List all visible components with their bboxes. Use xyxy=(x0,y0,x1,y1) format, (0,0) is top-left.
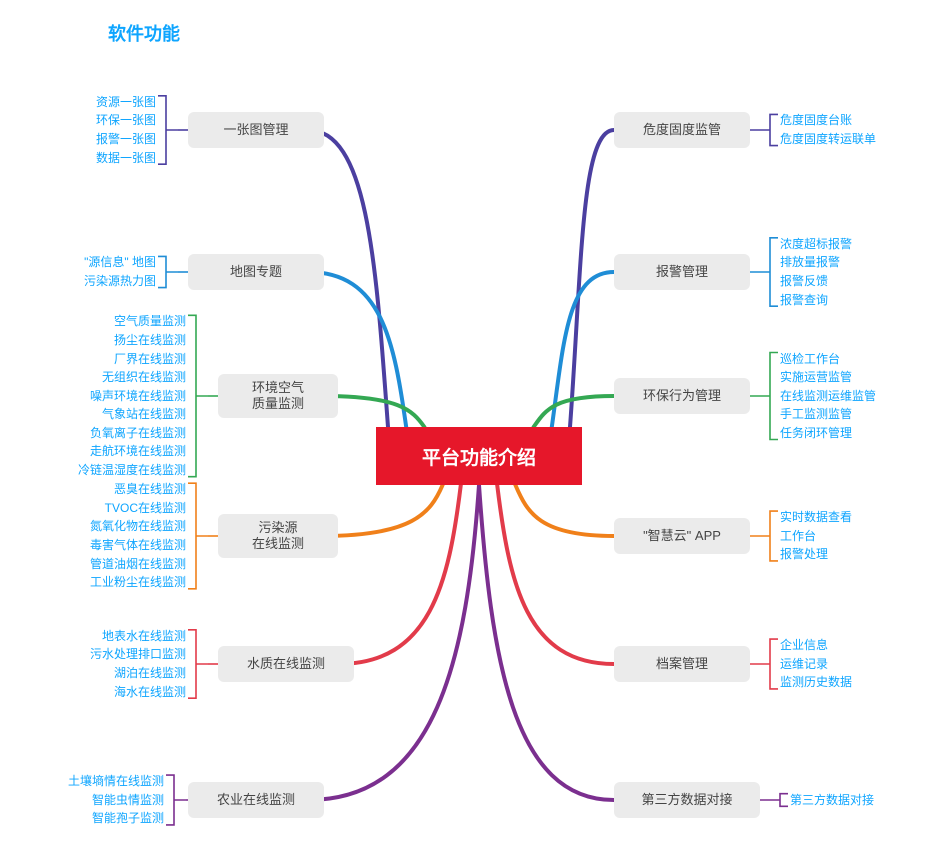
leaf-L6-1: 智能虫情监测 xyxy=(92,791,164,810)
leaf-R4-1: 工作台 xyxy=(780,527,816,546)
leaf-L4-1: TVOC在线监测 xyxy=(105,499,186,518)
leaves-L5: 地表水在线监测污水处理排口监测湖泊在线监测海水在线监测 xyxy=(36,627,186,701)
node-R6: 第三方数据对接 xyxy=(614,782,760,818)
leaf-R5-0: 企业信息 xyxy=(780,636,828,655)
node-R2: 报警管理 xyxy=(614,254,750,290)
leaves-R5: 企业信息运维记录监测历史数据 xyxy=(780,636,930,692)
leaves-L3: 空气质量监测扬尘在线监测厂界在线监测无组织在线监测噪声环境在线监测气象站在线监测… xyxy=(36,312,186,479)
leaves-R6: 第三方数据对接 xyxy=(790,791,940,810)
leaves-R1: 危度固度台账危度固度转运联单 xyxy=(780,111,930,148)
leaf-R3-0: 巡检工作台 xyxy=(780,350,840,369)
leaf-R6-0: 第三方数据对接 xyxy=(790,791,874,810)
node-R3: 环保行为管理 xyxy=(614,378,750,414)
diagram-stage: 软件功能 平台功能介绍 一张图管理资源一张图环保一张图报警一张图数据一张图地图专… xyxy=(0,0,945,860)
leaf-L1-3: 数据一张图 xyxy=(96,149,156,168)
leaf-L3-8: 冷链温湿度在线监测 xyxy=(78,461,186,480)
leaf-L1-2: 报警一张图 xyxy=(96,130,156,149)
leaf-R1-1: 危度固度转运联单 xyxy=(780,130,876,149)
leaves-R2: 浓度超标报警排放量报警报警反馈报警查询 xyxy=(780,235,930,309)
leaf-R2-2: 报警反馈 xyxy=(780,272,828,291)
leaf-L4-5: 工业粉尘在线监测 xyxy=(90,573,186,592)
leaf-R3-2: 在线监测运维监管 xyxy=(780,387,876,406)
leaf-L4-4: 管道油烟在线监测 xyxy=(90,555,186,574)
node-L4: 污染源 在线监测 xyxy=(218,514,338,558)
leaf-L1-1: 环保一张图 xyxy=(96,111,156,130)
leaf-L2-0: "源信息" 地图 xyxy=(84,253,156,272)
leaves-L2: "源信息" 地图污染源热力图 xyxy=(36,253,156,290)
leaf-R3-3: 手工监测监管 xyxy=(780,405,852,424)
leaf-L5-0: 地表水在线监测 xyxy=(102,627,186,646)
node-L5: 水质在线监测 xyxy=(218,646,354,682)
node-L2: 地图专题 xyxy=(188,254,324,290)
leaf-R3-1: 实施运营监管 xyxy=(780,368,852,387)
leaf-L3-6: 负氧离子在线监测 xyxy=(90,424,186,443)
leaf-R5-1: 运维记录 xyxy=(780,655,828,674)
leaves-L6: 土壤墒情在线监测智能虫情监测智能孢子监测 xyxy=(24,772,164,828)
leaf-L3-4: 噪声环境在线监测 xyxy=(90,387,186,406)
node-L1: 一张图管理 xyxy=(188,112,324,148)
node-L6: 农业在线监测 xyxy=(188,782,324,818)
leaf-L1-0: 资源一张图 xyxy=(96,93,156,112)
leaf-R4-2: 报警处理 xyxy=(780,545,828,564)
leaves-R3: 巡检工作台实施运营监管在线监测运维监管手工监测监管任务闭环管理 xyxy=(780,350,930,443)
node-R1: 危度固度监管 xyxy=(614,112,750,148)
leaf-L4-3: 毒害气体在线监测 xyxy=(90,536,186,555)
node-R4: "智慧云" APP xyxy=(614,518,750,554)
center-node: 平台功能介绍 xyxy=(376,427,582,485)
leaves-L4: 恶臭在线监测TVOC在线监测氮氧化物在线监测毒害气体在线监测管道油烟在线监测工业… xyxy=(36,480,186,592)
leaves-L1: 资源一张图环保一张图报警一张图数据一张图 xyxy=(36,93,156,167)
leaf-R2-1: 排放量报警 xyxy=(780,253,840,272)
leaf-R1-0: 危度固度台账 xyxy=(780,111,852,130)
node-L3: 环境空气 质量监测 xyxy=(218,374,338,418)
leaf-R2-0: 浓度超标报警 xyxy=(780,235,852,254)
leaf-L4-2: 氮氧化物在线监测 xyxy=(90,517,186,536)
leaf-L5-1: 污水处理排口监测 xyxy=(90,645,186,664)
leaf-L6-0: 土壤墒情在线监测 xyxy=(68,772,164,791)
leaf-L3-3: 无组织在线监测 xyxy=(102,368,186,387)
leaf-L4-0: 恶臭在线监测 xyxy=(114,480,186,499)
leaves-R4: 实时数据查看工作台报警处理 xyxy=(780,508,930,564)
leaf-L5-3: 海水在线监测 xyxy=(114,683,186,702)
leaf-L6-2: 智能孢子监测 xyxy=(92,809,164,828)
node-R5: 档案管理 xyxy=(614,646,750,682)
leaf-L3-1: 扬尘在线监测 xyxy=(114,331,186,350)
leaf-L3-5: 气象站在线监测 xyxy=(102,405,186,424)
leaf-L2-1: 污染源热力图 xyxy=(84,272,156,291)
leaf-L3-2: 厂界在线监测 xyxy=(114,350,186,369)
leaf-R4-0: 实时数据查看 xyxy=(780,508,852,527)
leaf-R5-2: 监测历史数据 xyxy=(780,673,852,692)
leaf-L3-7: 走航环境在线监测 xyxy=(90,442,186,461)
leaf-R2-3: 报警查询 xyxy=(780,291,828,310)
leaf-L5-2: 湖泊在线监测 xyxy=(114,664,186,683)
leaf-L3-0: 空气质量监测 xyxy=(114,312,186,331)
diagram-title: 软件功能 xyxy=(108,20,180,46)
leaf-R3-4: 任务闭环管理 xyxy=(780,424,852,443)
